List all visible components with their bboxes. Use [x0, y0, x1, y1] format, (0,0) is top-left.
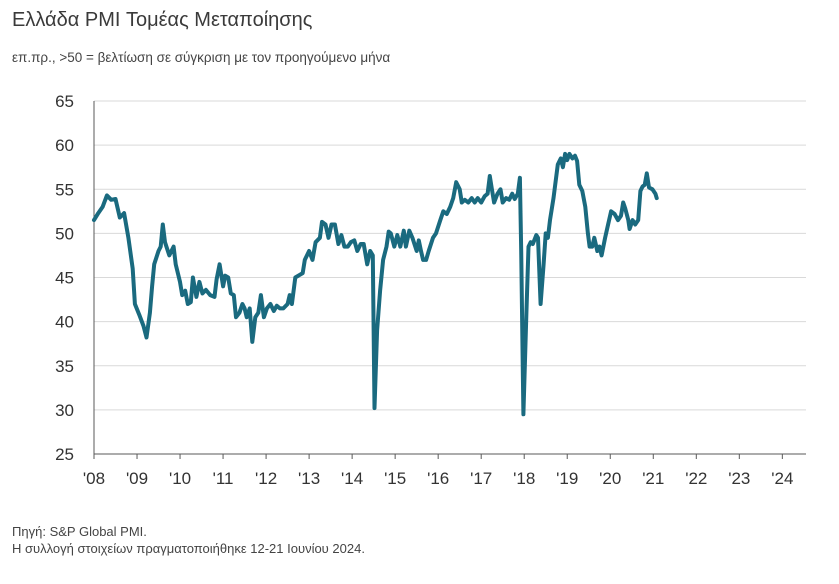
- x-tick-label: '17: [470, 469, 492, 488]
- x-tick-label: '15: [384, 469, 406, 488]
- y-tick-label: 45: [55, 269, 74, 288]
- x-tick-label: '18: [513, 469, 535, 488]
- x-tick-label: '23: [728, 469, 750, 488]
- source-line-1: Πηγή: S&P Global PMI.: [12, 524, 147, 539]
- x-tick-label: '16: [427, 469, 449, 488]
- chart-title: Ελλάδα PMI Τομέας Μεταποίησης: [12, 9, 313, 31]
- x-axis: '08 '09 '10 '11 '12 '13 '14 '15 '16 '17 '18 '19 '20 '…: [83, 453, 806, 488]
- series-group: [92, 151, 659, 417]
- y-tick-label: 50: [55, 224, 74, 243]
- x-tick-label: '13: [298, 469, 320, 488]
- source-note: Πηγή: S&P Global PMI. Η συλλογή στοιχείω…: [12, 523, 365, 557]
- y-tick-label: 35: [55, 357, 74, 376]
- y-tick-label: 55: [55, 180, 74, 199]
- chart-subtitle: επ.πρ., >50 = βελτίωση σε σύγκριση με το…: [12, 50, 391, 65]
- y-tick-label: 60: [55, 136, 74, 155]
- y-axis: 65 60 55 50 45 40 35 30 25: [55, 92, 95, 464]
- source-line-2: Η συλλογή στοιχείων πραγματοποιήθηκε 12-…: [12, 541, 365, 556]
- x-tick-label: '24: [771, 469, 793, 488]
- y-tick-label: 65: [55, 92, 74, 111]
- x-tick-label: '21: [642, 469, 664, 488]
- x-tick-label: '22: [685, 469, 707, 488]
- x-tick-label: '11: [213, 469, 234, 488]
- y-tick-label: 30: [55, 401, 74, 420]
- series-line-0: [92, 151, 659, 417]
- x-tick-label: '19: [556, 469, 578, 488]
- x-tick-label: '08: [83, 469, 105, 488]
- y-tick-label: 25: [55, 445, 74, 464]
- x-tick-label: '09: [126, 469, 148, 488]
- gridlines: [94, 100, 806, 411]
- y-tick-label: 40: [55, 313, 74, 332]
- x-tick-label: '14: [341, 469, 363, 488]
- x-tick-label: '20: [599, 469, 621, 488]
- x-tick-label: '10: [169, 469, 191, 488]
- x-tick-label: '12: [255, 469, 277, 488]
